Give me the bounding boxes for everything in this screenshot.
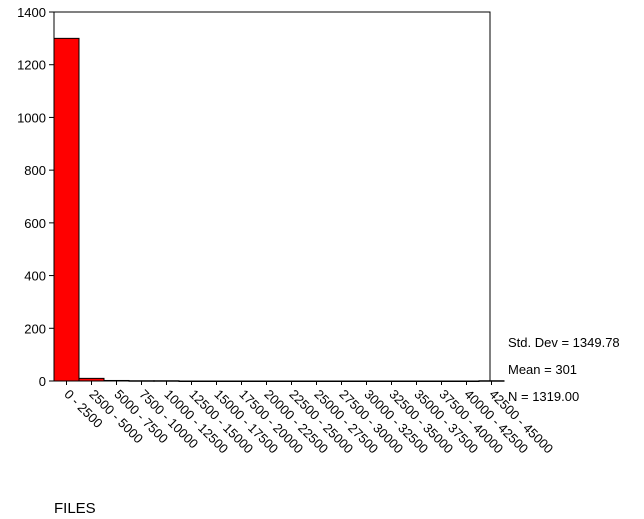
- std-dev-label: Std. Dev = 1349.78: [508, 335, 620, 350]
- y-tick-label: 200: [24, 321, 46, 336]
- y-tick-label: 400: [24, 269, 46, 284]
- y-tick-label: 1000: [17, 110, 46, 125]
- x-axis-title: FILES: [54, 500, 96, 517]
- y-tick-label: 0: [39, 374, 46, 389]
- bars-group: [53, 37, 505, 382]
- histogram-bar: [53, 37, 80, 382]
- histogram-bar: [103, 379, 130, 382]
- histogram-bar: [78, 377, 105, 382]
- y-tick-label: 1200: [17, 58, 46, 73]
- y-tick-label: 800: [24, 163, 46, 178]
- mean-label: Mean = 301: [508, 362, 577, 377]
- n-label: N = 1319.00: [508, 389, 579, 404]
- y-axis: 0 200 400 600 800 1000 1200 1400: [17, 5, 54, 389]
- y-tick-label: 600: [24, 216, 46, 231]
- plot-frame: [53, 11, 491, 382]
- y-tick-label: 1400: [17, 5, 46, 20]
